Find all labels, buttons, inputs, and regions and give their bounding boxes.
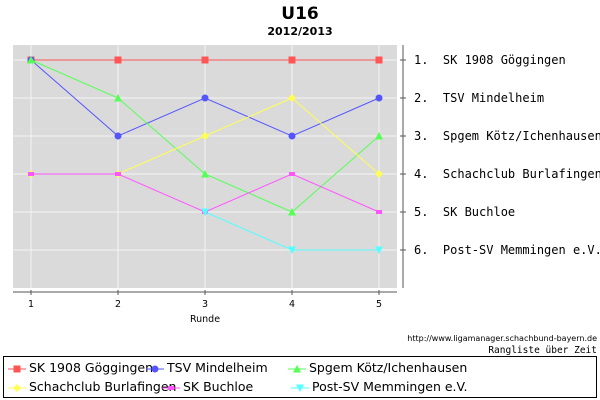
- data-point: [288, 208, 296, 216]
- data-point: [289, 172, 295, 176]
- legend-label: Spgem Kötz/Ichenhausen: [309, 360, 468, 375]
- legend-swatch: [8, 383, 26, 392]
- x-tick-label: 3: [202, 299, 208, 310]
- data-point: [114, 94, 122, 102]
- legend-swatch: [8, 365, 26, 372]
- legend-entry: SK 1908 Göggingen: [8, 359, 153, 377]
- legend-label: SK Buchloe: [183, 379, 254, 394]
- legend: SK 1908 Göggingen TSV Mindelheim Spgem Köt…: [3, 356, 597, 398]
- data-point: [375, 170, 383, 178]
- legend-swatch: [162, 385, 180, 390]
- axes: 1 2 3 4 5 1. SK 1908 Göggingen 2. TSV Mindelhe…: [13, 45, 600, 310]
- footer-caption: Rangliste über Zeit: [488, 345, 597, 356]
- data-point: [201, 132, 209, 140]
- data-point: [375, 94, 383, 102]
- data-point: [201, 170, 209, 178]
- legend-marker: [151, 365, 159, 372]
- x-tick-label: 2: [115, 299, 121, 310]
- legend-swatch: [291, 384, 309, 392]
- legend-label: Post-SV Memmingen e.V.: [312, 379, 468, 394]
- legend-entry: Post-SV Memmingen e.V.: [291, 378, 467, 396]
- y-tick-label: 1. SK 1908 Göggingen: [414, 53, 566, 67]
- data-point: [375, 132, 383, 140]
- y-tick-label: 2. TSV Mindelheim: [414, 91, 544, 105]
- y-tick-label: 5. SK Buchloe: [414, 205, 515, 219]
- legend-label: Schachclub Burlafingen: [29, 379, 177, 394]
- chart-subtitle: 2012/2013: [267, 25, 332, 38]
- footer-url: http://www.ligamanager.schachbund-bayern…: [407, 334, 597, 343]
- data-point: [201, 56, 209, 64]
- data-point: [376, 210, 382, 214]
- legend-label: TSV Mindelheim: [167, 360, 268, 375]
- data-point: [28, 172, 34, 176]
- y-tick-label: 4. Schachclub Burlafingen: [414, 167, 600, 181]
- y-tick-label: 6. Post-SV Memmingen e.V.: [414, 243, 600, 257]
- data-point: [288, 94, 296, 102]
- data-point: [375, 56, 383, 64]
- legend-swatch: [146, 365, 164, 372]
- data-point: [375, 246, 383, 254]
- legend-marker: [296, 384, 304, 392]
- legend-entry: TSV Mindelheim: [146, 359, 268, 377]
- data-point: [114, 56, 122, 64]
- data-point: [114, 132, 122, 140]
- data-point: [201, 94, 209, 102]
- data-point: [288, 56, 296, 64]
- chart-title: U16: [281, 4, 318, 24]
- data-point: [288, 132, 296, 140]
- chart: U16 2012/2013 1 2 3 4 5 1. SK 1908 Göggingen 2…: [13, 4, 600, 356]
- data-point: [201, 208, 209, 216]
- legend-marker: [13, 365, 21, 372]
- legend-entry: SK Buchloe: [162, 378, 253, 396]
- legend-marker: [293, 364, 301, 372]
- series-6: [201, 208, 383, 254]
- legend-swatch: [288, 364, 306, 372]
- x-tick-label: 1: [28, 299, 34, 310]
- legend-entry: Spgem Kötz/Ichenhausen: [288, 359, 467, 377]
- series-layer: [27, 56, 383, 254]
- legend-marker: [13, 383, 21, 392]
- data-point: [27, 56, 35, 64]
- x-tick-label: 5: [376, 299, 382, 310]
- y-tick-label: 3. Spgem Kötz/Ichenhausen: [414, 129, 600, 143]
- legend-label: SK 1908 Göggingen: [29, 360, 154, 375]
- data-point: [288, 246, 296, 254]
- data-point: [115, 172, 121, 176]
- x-tick-label: 4: [289, 299, 295, 310]
- x-axis-label: Runde: [190, 314, 220, 325]
- legend-marker: [168, 385, 174, 390]
- legend-entry: Schachclub Burlafingen: [8, 378, 176, 396]
